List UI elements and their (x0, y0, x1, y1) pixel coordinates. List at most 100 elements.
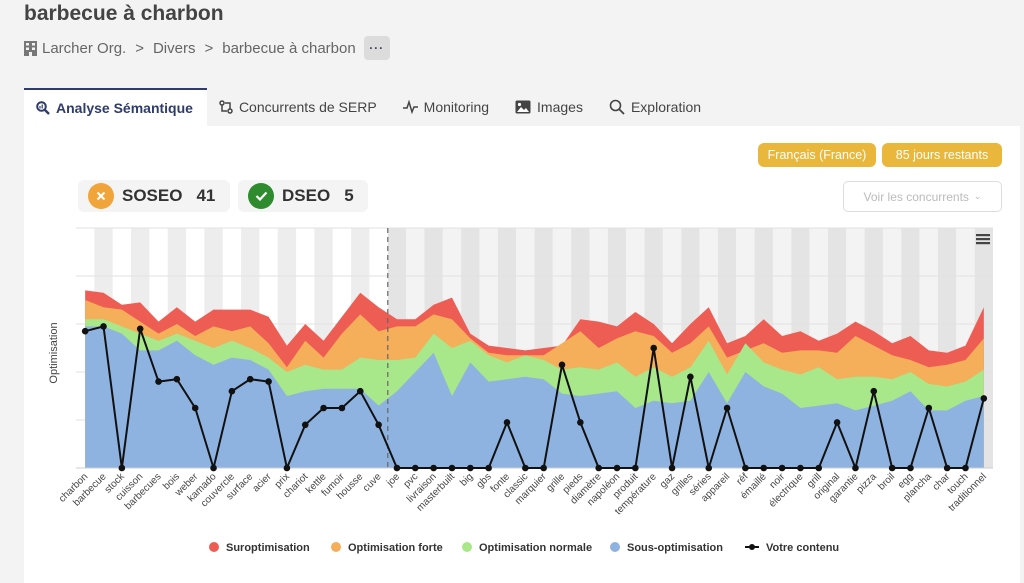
content-point[interactable] (467, 464, 474, 472)
check-icon (248, 183, 274, 209)
soseo-score: SOSEO 41 (78, 180, 230, 212)
content-point[interactable] (522, 464, 529, 472)
y-axis-label: Optimisation (48, 322, 60, 383)
breadcrumb-separator: > (204, 39, 214, 57)
tab-label: Exploration (630, 99, 702, 115)
content-point[interactable] (668, 464, 676, 472)
optimisation-chart: charbonbarbecuestockcuissonbarbecuesbois… (48, 227, 993, 554)
tab-label: Analyse Sémantique (56, 100, 193, 116)
building-icon (24, 40, 37, 56)
content-point[interactable] (283, 464, 291, 472)
content-point[interactable] (613, 464, 621, 472)
content-point[interactable] (980, 395, 988, 402)
content-point[interactable] (797, 464, 804, 472)
language-badge[interactable]: Français (France) (758, 143, 876, 167)
content-point[interactable] (118, 464, 126, 472)
content-point[interactable] (173, 375, 181, 383)
content-point[interactable] (870, 387, 878, 395)
content-point[interactable] (577, 419, 584, 426)
content-point[interactable] (907, 464, 914, 472)
see-competitors-button[interactable]: Voir les concurrents ⌄ (843, 181, 1002, 212)
content-point[interactable] (136, 325, 144, 333)
content-point[interactable] (265, 378, 272, 385)
content-point[interactable] (320, 404, 327, 412)
content-point[interactable] (503, 419, 511, 426)
breadcrumb-separator: > (135, 39, 144, 57)
content-point[interactable] (760, 464, 768, 472)
content-point[interactable] (595, 464, 602, 472)
content-point[interactable] (632, 464, 639, 472)
content-point[interactable] (246, 375, 254, 383)
content-point[interactable] (191, 404, 199, 412)
content-point[interactable] (888, 464, 896, 472)
content-point[interactable] (558, 361, 566, 369)
content-point[interactable] (815, 464, 823, 472)
content-line (84, 325, 985, 472)
content-point[interactable] (356, 387, 364, 395)
search-icon (609, 99, 625, 115)
content-point[interactable] (852, 464, 859, 472)
tab-semantic-analysis[interactable]: Analyse Sémantique (24, 88, 207, 126)
legend-marker (209, 542, 219, 552)
legend-marker (331, 542, 341, 552)
legend-label[interactable]: Optimisation normale (479, 542, 592, 554)
content-point[interactable] (210, 464, 217, 472)
content-point[interactable] (778, 464, 786, 472)
content-point[interactable] (705, 464, 713, 472)
warning-x-icon (88, 183, 114, 209)
legend-marker (749, 544, 755, 550)
breadcrumb-org[interactable]: Larcher Org. (42, 39, 127, 57)
content-point[interactable] (100, 323, 107, 330)
legend-label[interactable]: Optimisation forte (348, 542, 443, 554)
content-point[interactable] (962, 464, 969, 472)
page-title: barbecue à charbon (24, 2, 224, 25)
soseo-value: 41 (196, 186, 216, 205)
content-point[interactable] (155, 378, 162, 385)
hamburger-icon[interactable] (976, 234, 990, 237)
content-point[interactable] (430, 464, 437, 472)
content-point[interactable] (448, 464, 456, 472)
x-tick-label: cuve (361, 471, 384, 494)
area-sous-optimisation (85, 326, 984, 468)
tab-label: Concurrents de SERP (238, 99, 377, 115)
content-point[interactable] (301, 421, 309, 429)
content-point[interactable] (375, 421, 382, 429)
x-tick-label: acier (251, 471, 275, 495)
tab-bar: Analyse Sémantique Concurrents de SERP M… (24, 88, 715, 126)
tab-images[interactable]: Images (503, 88, 597, 126)
content-point[interactable] (540, 464, 547, 472)
more-button[interactable]: ··· (363, 36, 390, 60)
content-point[interactable] (833, 419, 841, 426)
content-point[interactable] (943, 464, 951, 472)
soseo-label: SOSEO (122, 186, 183, 205)
pulse-icon (402, 100, 418, 114)
legend-marker (462, 542, 472, 552)
days-remaining-badge: 85 jours restants (882, 143, 1002, 167)
content-point[interactable] (723, 404, 731, 412)
content-point[interactable] (650, 344, 658, 352)
see-competitors-label: Voir les concurrents (863, 189, 969, 204)
content-point[interactable] (742, 464, 749, 472)
legend-label[interactable]: Suroptimisation (226, 542, 310, 554)
content-point[interactable] (687, 373, 694, 381)
hamburger-icon[interactable] (976, 242, 990, 245)
legend-label[interactable]: Votre contenu (766, 542, 839, 554)
content-point[interactable] (81, 327, 89, 335)
tab-monitoring[interactable]: Monitoring (391, 88, 503, 126)
x-tick-label: big (458, 471, 475, 488)
content-point[interactable] (228, 387, 236, 395)
content-point[interactable] (393, 464, 401, 472)
tab-serp-competitors[interactable]: Concurrents de SERP (207, 88, 391, 126)
content-point[interactable] (485, 464, 492, 472)
hamburger-icon[interactable] (976, 238, 990, 241)
legend-label[interactable]: Sous-optimisation (627, 542, 723, 554)
tab-label: Images (537, 99, 583, 115)
content-point[interactable] (925, 404, 933, 412)
tab-exploration[interactable]: Exploration (597, 88, 715, 126)
tab-label: Monitoring (423, 99, 490, 115)
breadcrumb-category[interactable]: Divers (152, 39, 196, 57)
content-point[interactable] (338, 404, 346, 412)
dseo-value: 5 (344, 186, 354, 205)
content-point[interactable] (411, 464, 419, 472)
breadcrumb: Larcher Org. > Divers > barbecue à charb… (24, 36, 390, 60)
